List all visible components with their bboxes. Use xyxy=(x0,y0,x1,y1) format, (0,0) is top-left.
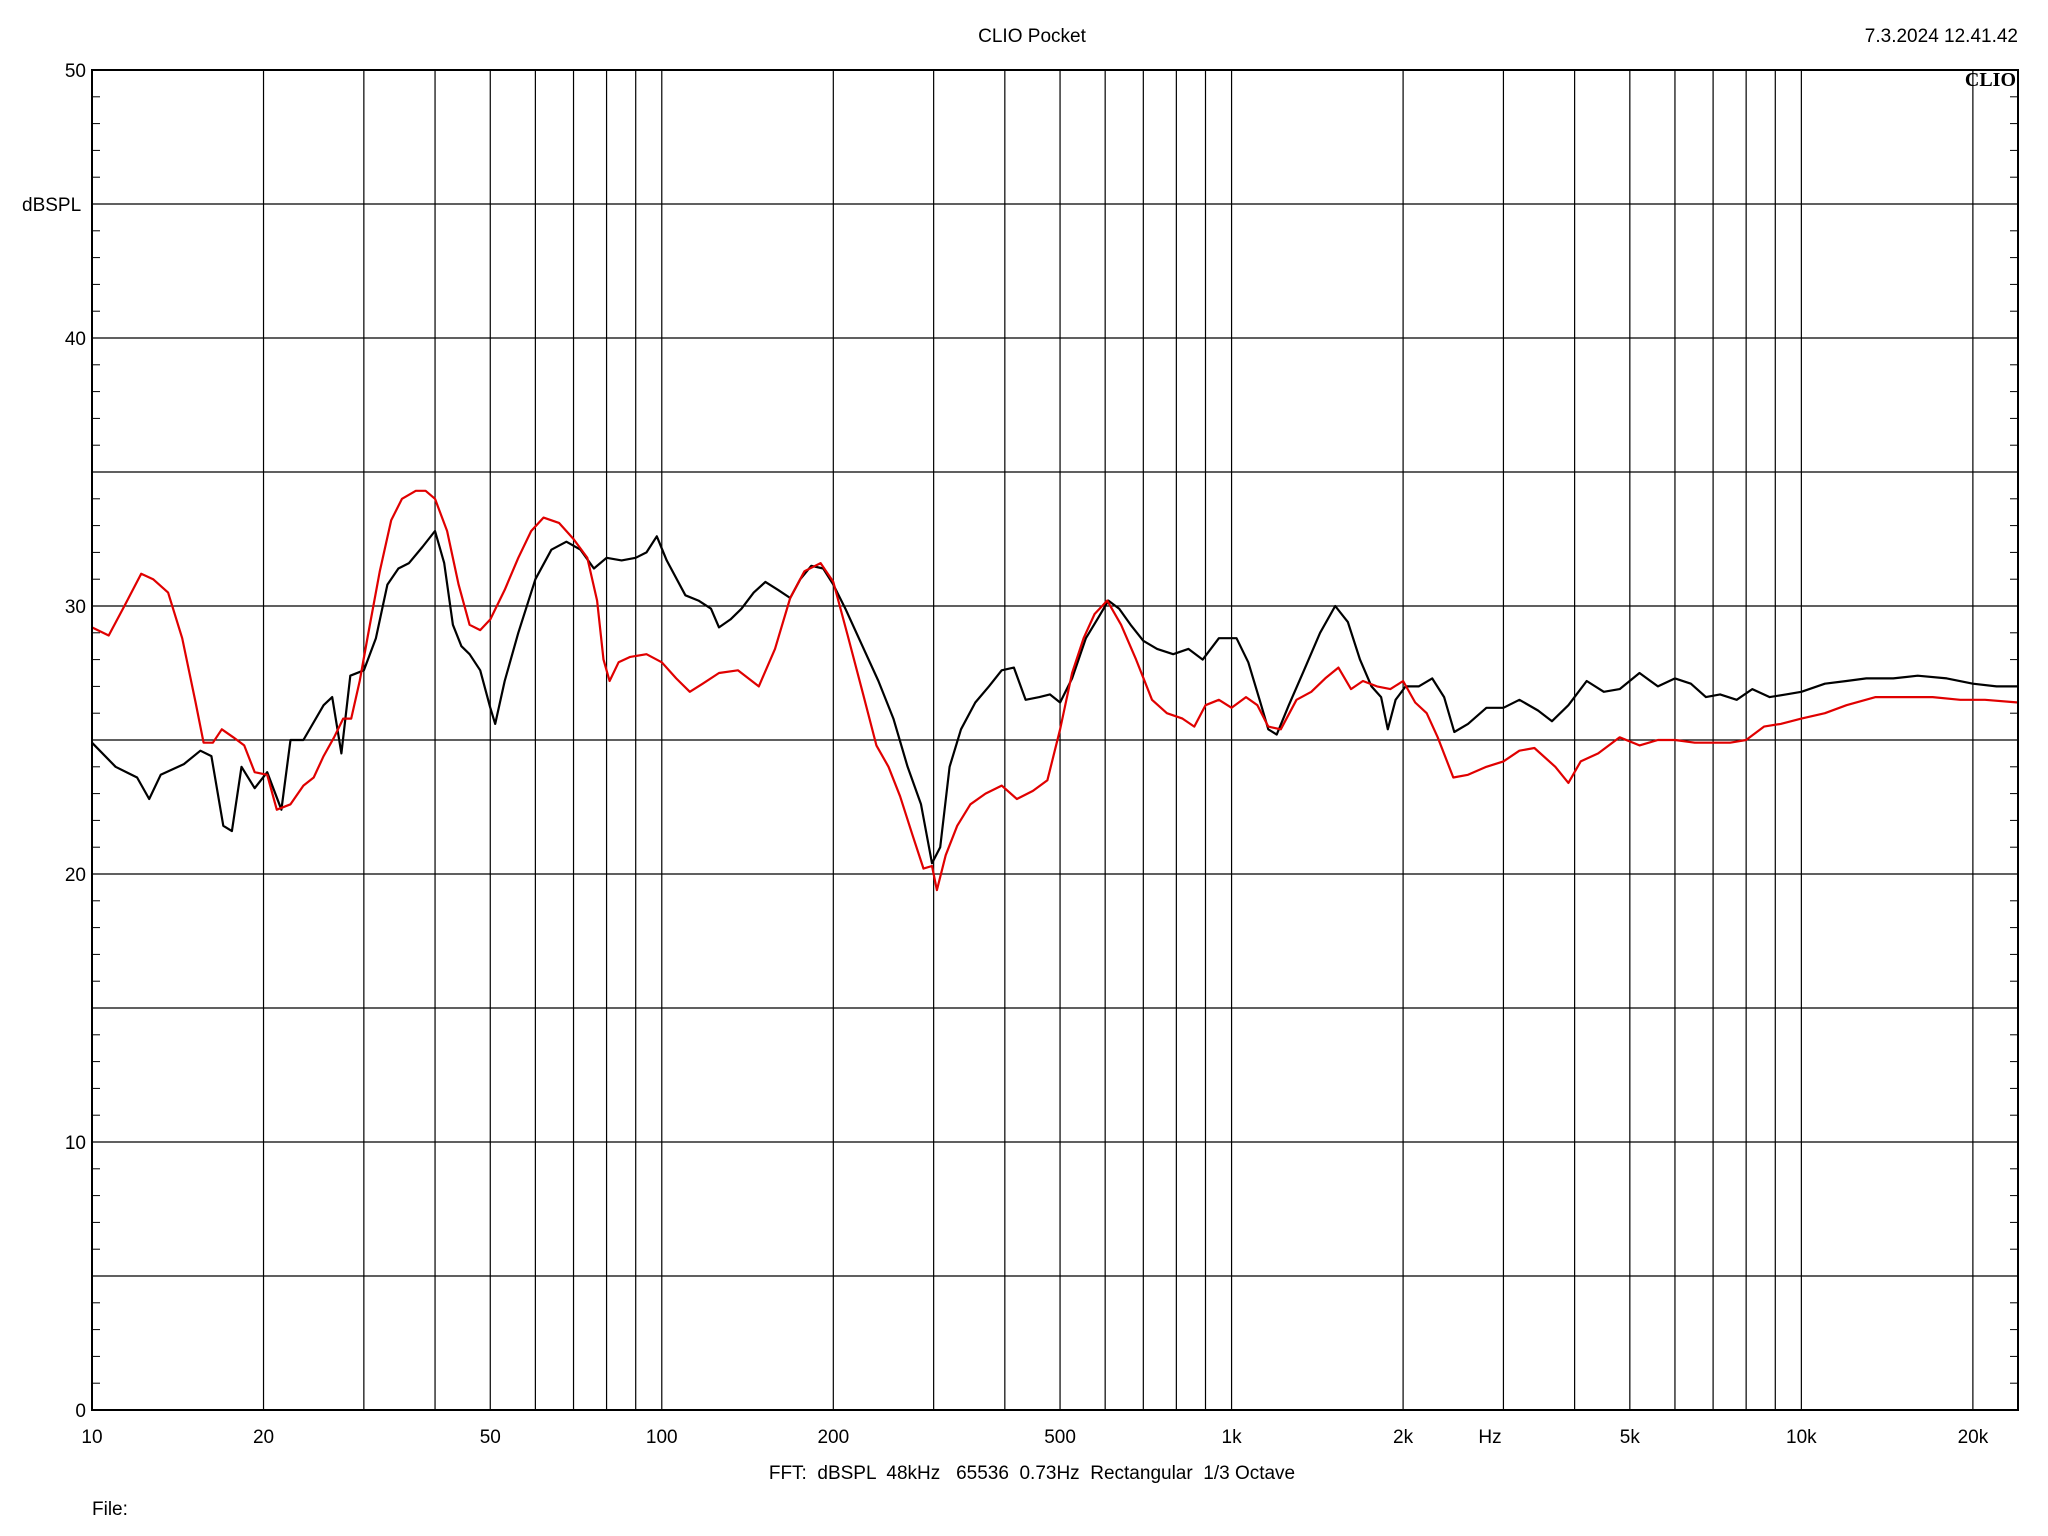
timestamp: 7.3.2024 12.41.42 xyxy=(1865,26,2018,47)
y-tick-label: 50 xyxy=(65,61,86,82)
y-axis-label: dBSPL xyxy=(22,195,81,216)
x-tick-label: 100 xyxy=(646,1427,678,1448)
x-tick-label: 10k xyxy=(1786,1427,1817,1448)
clio-logo: CLIO xyxy=(1965,69,2016,91)
series-lines xyxy=(91,489,2019,892)
x-tick-label: 1k xyxy=(1222,1427,1243,1448)
y-tick-label: 10 xyxy=(65,1133,86,1154)
grid-lines xyxy=(92,69,2018,1411)
x-axis-label: Hz xyxy=(1478,1427,1501,1448)
fft-settings-text: FFT: dBSPL 48kHz 65536 0.73Hz Rectangula… xyxy=(769,1463,1295,1484)
x-tick-label: 20k xyxy=(1958,1427,1989,1448)
series-line xyxy=(91,489,2019,892)
x-tick-label: 5k xyxy=(1620,1427,1641,1448)
series-line xyxy=(91,529,2018,865)
y-tick-label: 20 xyxy=(65,865,86,886)
file-label: File: xyxy=(92,1499,128,1520)
y-tick-label: 40 xyxy=(65,329,86,350)
x-tick-label: 2k xyxy=(1393,1427,1414,1448)
x-tick-label: 20 xyxy=(253,1427,274,1448)
chart-title: CLIO Pocket xyxy=(978,26,1086,47)
y-tick-label: 30 xyxy=(65,597,86,618)
y-tick-label: 0 xyxy=(75,1401,86,1422)
x-tick-label: 10 xyxy=(81,1427,102,1448)
y-tick-labels: 0 10 20 30 40 50 xyxy=(65,61,86,1422)
x-tick-labels: 10 20 50 100 200 500 1k 2k 5k 10k 20k xyxy=(81,1427,1988,1448)
plot-frame xyxy=(91,69,2019,1411)
x-tick-label: 200 xyxy=(817,1427,849,1448)
x-tick-label: 500 xyxy=(1044,1427,1076,1448)
x-tick-label: 50 xyxy=(480,1427,501,1448)
